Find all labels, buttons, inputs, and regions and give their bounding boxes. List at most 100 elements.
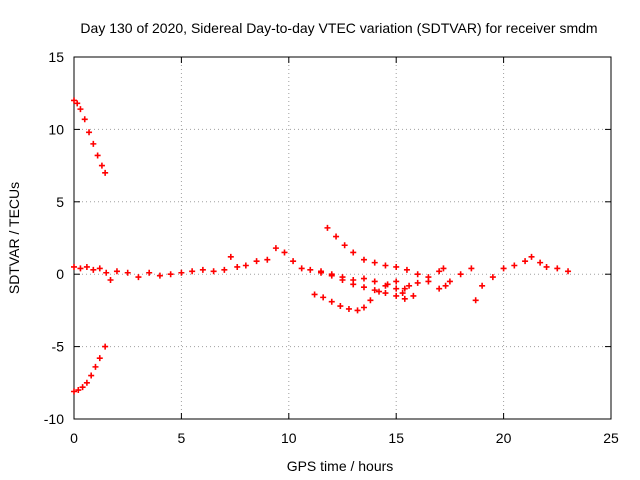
data-point	[320, 294, 327, 301]
data-point	[528, 253, 535, 260]
data-point	[242, 262, 249, 269]
data-point	[311, 291, 318, 298]
data-point	[90, 266, 97, 273]
series-lower-mid-branch	[318, 268, 408, 302]
x-tick-label: 15	[388, 430, 404, 446]
data-point	[234, 263, 241, 270]
data-point	[318, 268, 325, 275]
data-point	[77, 106, 84, 113]
data-point	[468, 265, 475, 272]
data-point	[440, 265, 447, 272]
data-point	[393, 285, 400, 292]
data-points	[71, 97, 572, 395]
data-point	[360, 304, 367, 311]
data-point	[88, 372, 95, 379]
data-point	[253, 258, 260, 265]
series-lower-rise	[71, 343, 109, 395]
data-point	[333, 233, 340, 240]
plot-frame	[73, 56, 612, 420]
data-point	[298, 265, 305, 272]
data-point	[371, 259, 378, 266]
x-axis-label: GPS time / hours	[287, 458, 394, 474]
data-point	[81, 116, 88, 123]
data-point	[146, 269, 153, 276]
series-upper-drop	[71, 97, 109, 176]
data-point	[77, 265, 84, 272]
data-point	[221, 266, 228, 273]
data-point	[399, 290, 406, 297]
data-point	[457, 271, 464, 278]
data-point	[71, 97, 77, 104]
data-point	[94, 152, 101, 159]
data-point	[410, 292, 417, 299]
data-point	[414, 271, 421, 278]
data-point	[83, 263, 90, 270]
data-point	[554, 265, 561, 272]
data-point	[98, 162, 105, 169]
data-point	[281, 249, 288, 256]
data-point	[75, 387, 82, 394]
data-point	[442, 282, 449, 289]
data-point	[371, 278, 378, 285]
series-main-trace	[71, 245, 572, 304]
data-point	[339, 276, 346, 283]
data-point	[511, 262, 518, 269]
chart-title: Day 130 of 2020, Sidereal Day-to-day VTE…	[80, 20, 597, 36]
data-point	[74, 100, 81, 107]
data-point	[360, 284, 367, 291]
data-point	[341, 242, 348, 249]
data-point	[401, 285, 408, 292]
data-point	[382, 262, 389, 269]
y-tick-label: -10	[44, 411, 64, 427]
y-tick-label: 10	[48, 121, 64, 137]
data-point	[472, 297, 479, 304]
y-tick-label: 0	[56, 266, 64, 282]
data-point	[479, 282, 486, 289]
data-point	[371, 287, 378, 294]
data-point	[71, 388, 77, 395]
data-point	[96, 355, 103, 362]
y-ticks: -10 -5 0 5 10 15	[44, 49, 611, 427]
data-point	[345, 305, 352, 312]
data-point	[403, 266, 410, 273]
data-point	[436, 285, 443, 292]
data-point	[90, 140, 97, 147]
data-point	[113, 268, 120, 275]
data-point	[360, 275, 367, 282]
data-point	[337, 303, 344, 310]
data-point	[354, 307, 361, 314]
data-point	[350, 249, 357, 256]
data-point	[227, 253, 234, 260]
data-point	[79, 384, 86, 391]
y-tick-label: -5	[52, 339, 65, 355]
y-axis-label: SDTVAR / TECUs	[6, 182, 22, 294]
data-point	[86, 129, 93, 136]
data-point	[264, 256, 271, 263]
data-point	[436, 268, 443, 275]
data-point	[393, 278, 400, 285]
x-tick-label: 20	[496, 430, 512, 446]
y-tick-label: 5	[56, 194, 64, 210]
data-point	[156, 272, 163, 279]
data-point	[393, 292, 400, 299]
series-lower-branch	[311, 278, 417, 314]
data-point	[83, 379, 90, 386]
data-point	[489, 274, 496, 281]
data-point	[107, 276, 114, 283]
data-point	[565, 268, 572, 275]
series-upper-branch	[324, 224, 449, 292]
data-point	[92, 363, 99, 370]
y-tick-label: 15	[48, 49, 64, 65]
data-point	[367, 297, 374, 304]
data-point	[96, 265, 103, 272]
data-point	[360, 256, 367, 263]
x-ticks: 0 5 10 15 20 25	[70, 57, 619, 446]
data-point	[290, 258, 297, 265]
data-point	[167, 271, 174, 278]
data-point	[406, 282, 413, 289]
x-tick-label: 0	[70, 430, 78, 446]
data-point	[500, 265, 507, 272]
data-point	[382, 290, 389, 297]
data-point	[425, 278, 432, 285]
